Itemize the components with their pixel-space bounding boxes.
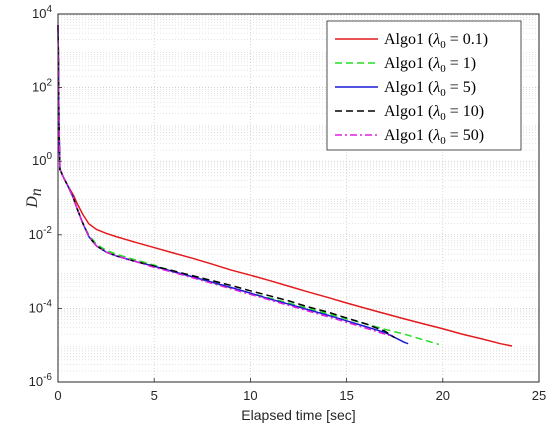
series-layer xyxy=(57,25,513,347)
y-tick-label: 10-4 xyxy=(29,298,53,315)
x-tick-label: 20 xyxy=(436,388,450,403)
y-tick-label: 104 xyxy=(32,4,52,21)
x-tick-label: 0 xyxy=(54,388,61,403)
minor-gridlines xyxy=(58,15,539,372)
y-tick-label: 10-6 xyxy=(29,372,53,389)
x-tick-label: 5 xyxy=(151,388,158,403)
y-tick-label: 10-2 xyxy=(29,225,53,242)
y-tick-label: 100 xyxy=(32,151,52,168)
x-tick-label: 10 xyxy=(243,388,257,403)
legend-label-1: Algo1 (λ0 = 0.1) xyxy=(384,31,488,51)
legend-box xyxy=(326,20,522,151)
y-tick-label: 102 xyxy=(32,78,52,95)
x-tick-label: 25 xyxy=(532,388,546,403)
tick-marks xyxy=(57,13,540,383)
x-tick-labels: 0 5 10 15 20 25 xyxy=(54,388,546,403)
plot-frame xyxy=(57,13,540,383)
legend-label-4: Algo1 (λ0 = 10) xyxy=(384,103,484,123)
legend-label-5: Algo1 (λ0 = 50) xyxy=(384,127,484,147)
y-axis-label-sub: n xyxy=(28,188,45,196)
y-axis-label: Dn xyxy=(24,188,45,209)
series-line-5 xyxy=(57,25,392,337)
y-axis-label-main: D xyxy=(24,196,41,209)
legend-label-2: Algo1 (λ0 = 1) xyxy=(384,55,476,75)
x-axis-label: Elapsed time [sec] xyxy=(241,407,355,423)
legend: Algo1 (λ0 = 0.1) Algo1 (λ0 = 1) Algo1 (λ0 … xyxy=(326,20,522,151)
x-tick-label: 15 xyxy=(339,388,353,403)
y-tick-labels: 10-6 10-4 10-2 100 102 104 xyxy=(29,4,53,389)
legend-label-3: Algo1 (λ0 = 5) xyxy=(384,79,476,99)
